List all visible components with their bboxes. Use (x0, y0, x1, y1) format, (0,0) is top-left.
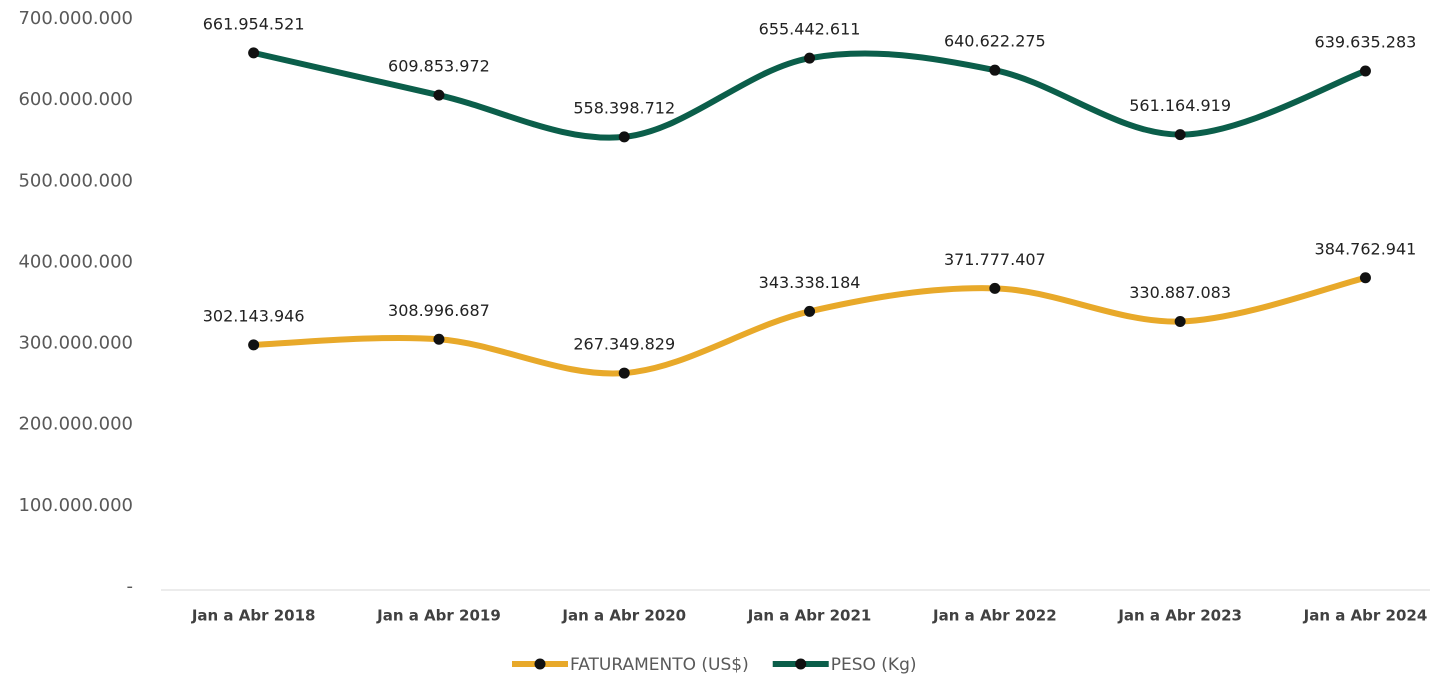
y-tick-label: 400.000.000 (18, 251, 133, 272)
y-tick-label: 500.000.000 (18, 170, 133, 191)
data-point (1359, 272, 1371, 284)
data-point (1359, 65, 1371, 77)
legend-marker (795, 658, 807, 670)
data-label: 308.996.687 (388, 301, 490, 320)
data-label: 640.622.275 (944, 32, 1046, 51)
data-point (804, 52, 816, 64)
data-point (1174, 129, 1186, 141)
legend-marker (534, 658, 546, 670)
data-label: 267.349.829 (573, 335, 675, 354)
data-label: 561.164.919 (1129, 96, 1231, 115)
data-label: 302.143.946 (203, 306, 305, 325)
legend-label: PESO (Kg) (831, 655, 917, 675)
y-tick-label: 300.000.000 (18, 333, 133, 354)
data-label: 609.853.972 (388, 57, 490, 76)
data-label: 639.635.283 (1315, 32, 1417, 51)
y-tick-label: 100.000.000 (18, 495, 133, 516)
x-tick-label: Jan a Abr 2024 (1303, 607, 1428, 625)
y-tick-label: 600.000.000 (18, 89, 133, 110)
data-point (618, 131, 630, 143)
data-point (248, 47, 260, 59)
x-tick-label: Jan a Abr 2020 (561, 607, 686, 625)
data-label: 558.398.712 (573, 98, 675, 117)
data-label: 371.777.407 (944, 250, 1046, 269)
data-point (248, 339, 260, 351)
y-tick-label: 700.000.000 (18, 8, 133, 29)
y-tick-label: 200.000.000 (18, 414, 133, 435)
x-tick-label: Jan a Abr 2022 (932, 607, 1057, 625)
y-tick-label: - (127, 576, 134, 597)
data-label: 384.762.941 (1315, 239, 1417, 258)
x-tick-label: Jan a Abr 2018 (191, 607, 316, 625)
x-tick-label: Jan a Abr 2021 (747, 607, 872, 625)
data-point (804, 305, 816, 317)
legend-label: FATURAMENTO (US$) (570, 655, 749, 675)
data-point (1174, 316, 1186, 328)
data-point (433, 333, 445, 345)
data-point (433, 89, 445, 101)
data-point (618, 367, 630, 379)
x-tick-label: Jan a Abr 2019 (376, 607, 501, 625)
x-tick-label: Jan a Abr 2023 (1117, 607, 1242, 625)
data-point (989, 282, 1001, 294)
data-label: 343.338.184 (759, 273, 861, 292)
data-point (989, 64, 1001, 76)
data-label: 661.954.521 (203, 14, 305, 33)
data-label: 330.887.083 (1129, 283, 1231, 302)
data-label: 655.442.611 (759, 20, 861, 39)
